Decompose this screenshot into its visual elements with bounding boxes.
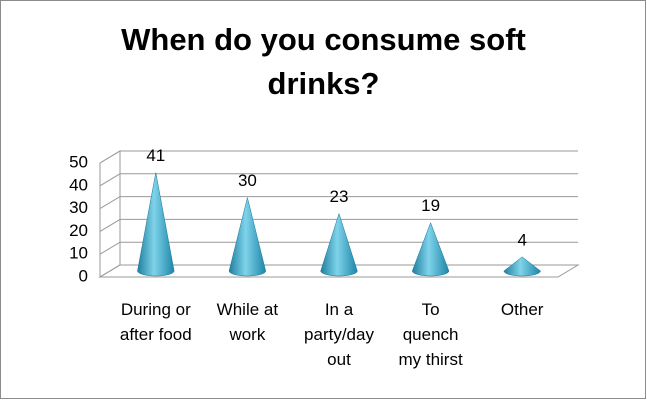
- y-tick-label: 50: [69, 152, 88, 171]
- grid-line: [99, 218, 578, 232]
- x-tick-label-box: During or after food: [119, 300, 192, 344]
- grid-line: [99, 150, 578, 164]
- x-tick-label: While at work: [216, 300, 279, 344]
- cone-body: [137, 172, 175, 277]
- x-tick-label-box: While at work: [216, 300, 279, 344]
- cone-body: [412, 221, 450, 277]
- x-tick-label: Other: [500, 300, 544, 319]
- x-tick-label-box: Other: [500, 300, 544, 319]
- value-label: 41: [146, 146, 165, 165]
- x-tick-label: During or after food: [119, 300, 192, 344]
- cone: [320, 212, 358, 277]
- x-tick-label-box: In a party/day out: [304, 300, 374, 369]
- value-label: 4: [517, 230, 526, 249]
- cone-body: [228, 197, 266, 277]
- y-tick-label: 30: [69, 198, 88, 217]
- title-box: When do you consume soft drinks?: [121, 22, 526, 101]
- cone: [228, 197, 266, 277]
- value-label: 23: [330, 187, 349, 206]
- cone: [137, 172, 175, 277]
- y-tick-label: 0: [79, 266, 88, 285]
- chart-title: When do you consume soft drinks?: [121, 22, 526, 101]
- y-tick-label: 20: [69, 221, 88, 240]
- value-label: 30: [238, 171, 257, 190]
- x-tick-label-box: To quench my thirst: [398, 300, 463, 369]
- value-label: 19: [421, 196, 440, 215]
- cone: [412, 221, 450, 277]
- x-tick-label: In a party/day out: [304, 300, 374, 369]
- y-tick-label: 10: [69, 244, 88, 263]
- cone-body: [320, 212, 358, 277]
- x-tick-label: To quench my thirst: [398, 300, 463, 369]
- cone: [503, 256, 541, 277]
- cone-body: [503, 256, 541, 277]
- y-tick-label: 40: [69, 175, 88, 194]
- grid-line: [99, 196, 578, 210]
- grid-line: [99, 173, 578, 187]
